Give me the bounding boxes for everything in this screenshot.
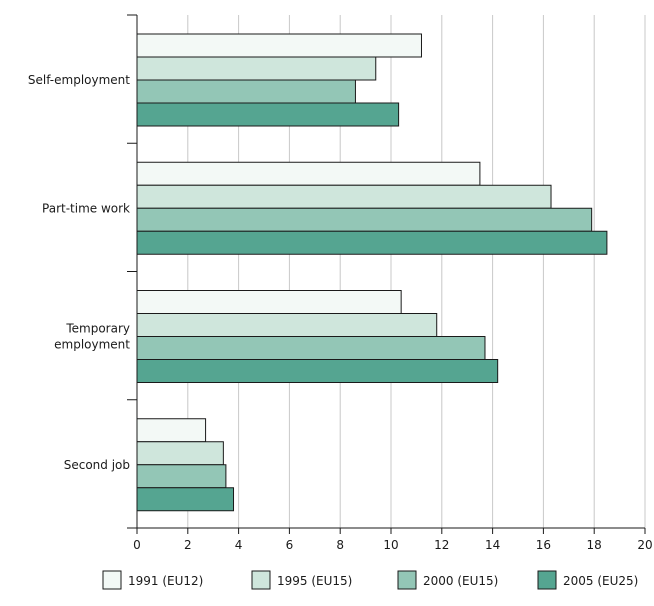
bar [136,336,486,360]
x-tick-label: 2 [184,538,192,552]
x-tick-label: 8 [336,538,344,552]
category-label: Second job [64,458,130,472]
x-tick-label: 16 [536,538,551,552]
bar [136,290,402,314]
legend-swatch [102,570,122,590]
legend-swatch [537,570,557,590]
bar [136,102,400,127]
x-tick-label: 10 [383,538,398,552]
category-label: Part-time work [42,201,130,215]
bar [136,207,593,232]
x-tick-label: 20 [637,538,652,552]
x-tick-label: 18 [587,538,602,552]
legend-swatch [397,570,417,590]
legend-label: 1995 (EU15) [277,574,352,588]
x-tick-label: 6 [286,538,294,552]
legend-label: 1991 (EU12) [128,574,203,588]
bar [136,56,377,81]
category-label: Temporary [65,322,130,336]
x-tick-label: 0 [133,538,141,552]
bar [136,33,422,58]
x-tick-label: 12 [434,538,449,552]
bar [136,441,224,466]
bar [136,184,552,209]
x-tick-label: 14 [485,538,500,552]
legend-label: 2000 (EU15) [423,574,498,588]
bar [136,359,499,383]
bar [136,487,235,512]
bar [136,464,227,489]
bar [136,161,481,186]
bar [136,230,608,255]
bar [136,418,207,443]
legend-label: 2005 (EU25) [563,574,638,588]
category-label: employment [54,338,130,352]
category-label: Self-employment [28,73,130,87]
legend-swatch [251,570,271,590]
bar [136,313,438,337]
bar [136,79,356,104]
x-tick-label: 4 [235,538,243,552]
